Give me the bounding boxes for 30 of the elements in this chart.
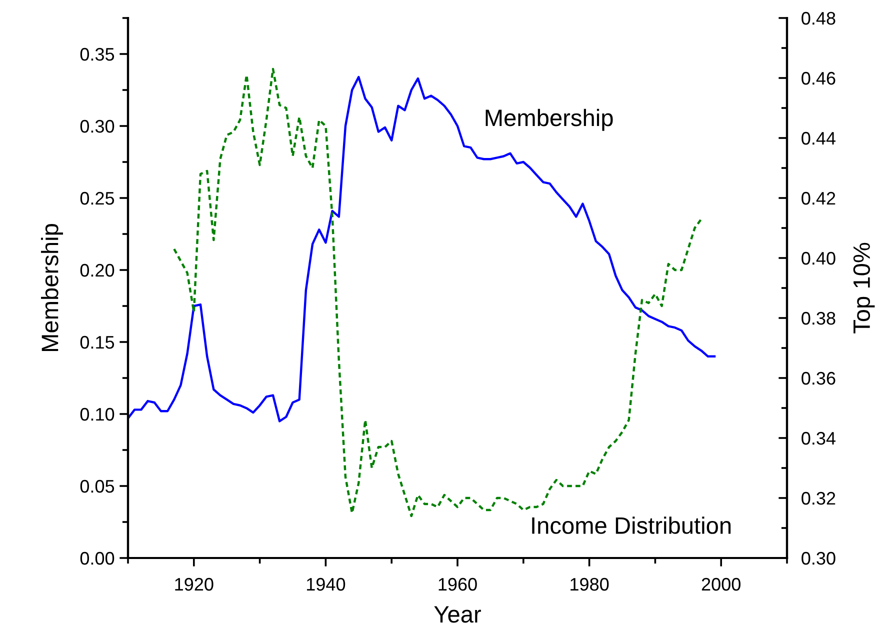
x-tick-label: 1920 (175, 578, 214, 591)
x-tick-label: 1960 (438, 578, 477, 591)
y2-tick-label: 0.44 (802, 132, 836, 145)
y-axis-title: Membership (40, 224, 63, 352)
y-tick-label: 0.20 (80, 264, 114, 277)
y2-tick-label: 0.46 (802, 72, 836, 85)
y-tick-label: 0.35 (80, 48, 114, 61)
y-tick-label: 0.30 (80, 120, 114, 133)
y2-tick-label: 0.48 (802, 12, 836, 25)
y2-tick-label: 0.32 (802, 492, 836, 505)
y2-tick-label: 0.34 (802, 432, 836, 445)
series-label: Membership (486, 108, 613, 131)
y2-tick-label: 0.30 (802, 552, 836, 565)
y-tick-label: 0.00 (80, 552, 114, 565)
x-tick-label: 2000 (702, 578, 740, 591)
y2-axis-title: Top 10% (853, 242, 875, 334)
y-tick-label: 0.15 (80, 336, 114, 349)
y-tick-label: 0.25 (80, 192, 114, 205)
x-tick-label: 1980 (570, 578, 609, 591)
x-tick-label: 1940 (306, 578, 346, 591)
y2-tick-label: 0.36 (802, 372, 836, 385)
y2-tick-label: 0.40 (802, 252, 836, 265)
line-series (128, 76, 716, 422)
y-tick-label: 0.10 (80, 408, 114, 421)
series-label: Income Distribution (532, 516, 731, 534)
y2-tick-label: 0.38 (802, 312, 836, 325)
line-series (173, 68, 702, 518)
x-axis-title: Year (434, 606, 481, 623)
y-tick-label: 0.05 (80, 480, 114, 493)
y2-tick-label: 0.42 (802, 192, 836, 205)
